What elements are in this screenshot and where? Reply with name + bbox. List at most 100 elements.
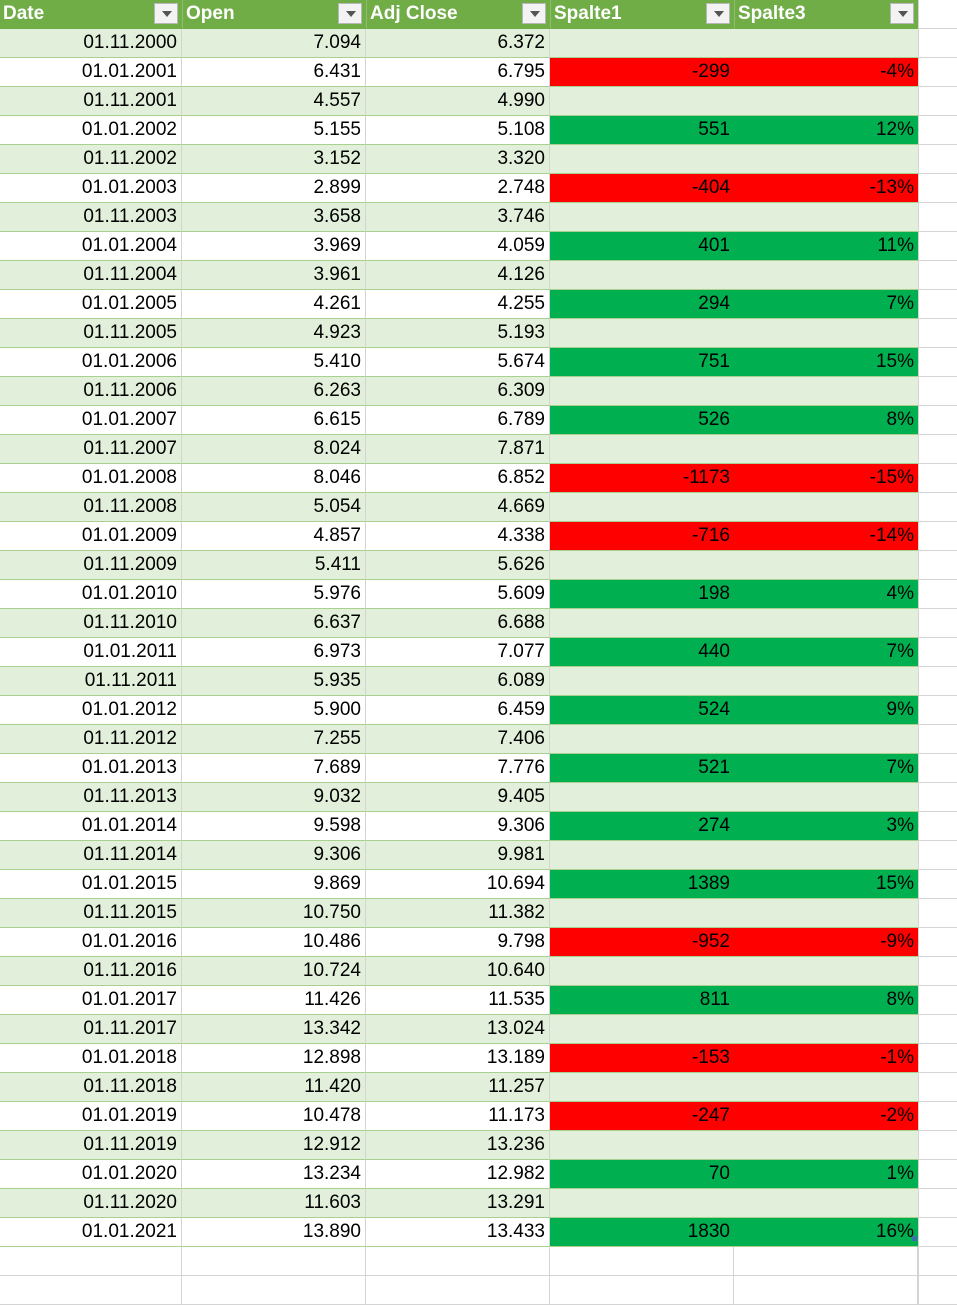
table-cell-spalte3[interactable]: 7% [734,290,918,319]
table-cell-open[interactable]: 10.750 [182,899,366,928]
table-cell-spalte3[interactable] [734,783,918,812]
sheet-cell-empty[interactable] [918,261,957,290]
table-cell-spalte1[interactable] [550,1015,734,1044]
table-cell-adj_close[interactable]: 6.089 [366,667,550,696]
filter-dropdown-button[interactable] [338,3,362,24]
table-cell-spalte3[interactable]: 11% [734,232,918,261]
sheet-cell-empty[interactable] [918,348,957,377]
table-cell-date[interactable]: 01.01.2001 [0,58,182,87]
table-cell-spalte1[interactable] [550,29,734,58]
table-cell-open[interactable]: 4.923 [182,319,366,348]
filter-dropdown-button[interactable] [706,3,730,24]
table-cell-date[interactable]: 01.01.2003 [0,174,182,203]
table-cell-spalte3[interactable] [734,609,918,638]
table-cell-spalte3[interactable] [734,1073,918,1102]
filter-dropdown-button[interactable] [154,3,178,24]
table-cell-spalte3[interactable] [734,957,918,986]
table-cell-spalte3[interactable] [734,377,918,406]
table-cell-spalte3[interactable]: -4% [734,58,918,87]
table-cell-adj_close[interactable]: 5.609 [366,580,550,609]
table-cell-open[interactable]: 13.234 [182,1160,366,1189]
sheet-cell-empty[interactable] [918,1044,957,1073]
table-cell-date[interactable]: 01.01.2020 [0,1160,182,1189]
table-cell-date[interactable]: 01.01.2016 [0,928,182,957]
table-cell-date[interactable]: 01.11.2014 [0,841,182,870]
table-cell-date[interactable]: 01.11.2003 [0,203,182,232]
table-cell-open[interactable]: 12.898 [182,1044,366,1073]
sheet-cell-empty[interactable] [366,1247,550,1276]
sheet-cell-empty[interactable] [918,870,957,899]
table-cell-spalte1[interactable] [550,493,734,522]
sheet-cell-empty[interactable] [918,406,957,435]
table-cell-spalte3[interactable] [734,203,918,232]
table-cell-spalte1[interactable]: -299 [550,58,734,87]
table-cell-open[interactable]: 4.857 [182,522,366,551]
table-cell-adj_close[interactable]: 7.077 [366,638,550,667]
table-cell-spalte3[interactable] [734,1015,918,1044]
table-cell-spalte1[interactable]: 1389 [550,870,734,899]
sheet-cell-empty[interactable] [918,87,957,116]
table-cell-adj_close[interactable]: 11.173 [366,1102,550,1131]
sheet-cell-empty[interactable] [918,667,957,696]
sheet-cell-empty[interactable] [550,1247,734,1276]
table-cell-spalte1[interactable]: -404 [550,174,734,203]
table-cell-adj_close[interactable]: 9.405 [366,783,550,812]
table-cell-spalte3[interactable]: 4% [734,580,918,609]
table-cell-open[interactable]: 9.869 [182,870,366,899]
sheet-cell-empty[interactable] [918,116,957,145]
sheet-cell-empty[interactable] [918,1189,957,1218]
table-cell-adj_close[interactable]: 9.798 [366,928,550,957]
table-cell-spalte1[interactable]: 70 [550,1160,734,1189]
table-cell-date[interactable]: 01.01.2017 [0,986,182,1015]
table-cell-date[interactable]: 01.01.2013 [0,754,182,783]
sheet-cell-empty[interactable] [918,928,957,957]
table-cell-spalte3[interactable] [734,435,918,464]
table-cell-spalte1[interactable] [550,435,734,464]
table-cell-adj_close[interactable]: 7.871 [366,435,550,464]
sheet-cell-empty[interactable] [0,1276,182,1305]
table-cell-date[interactable]: 01.11.2013 [0,783,182,812]
table-cell-open[interactable]: 2.899 [182,174,366,203]
table-cell-spalte3[interactable] [734,1131,918,1160]
table-cell-adj_close[interactable]: 7.776 [366,754,550,783]
table-cell-spalte1[interactable] [550,609,734,638]
sheet-cell-empty[interactable] [550,1276,734,1305]
table-cell-date[interactable]: 01.01.2015 [0,870,182,899]
table-cell-date[interactable]: 01.11.2011 [0,667,182,696]
sheet-cell-empty[interactable] [918,29,957,58]
table-cell-spalte1[interactable]: 294 [550,290,734,319]
table-cell-open[interactable]: 5.976 [182,580,366,609]
table-cell-spalte1[interactable] [550,957,734,986]
table-cell-adj_close[interactable]: 13.291 [366,1189,550,1218]
table-cell-date[interactable]: 01.01.2006 [0,348,182,377]
table-cell-spalte1[interactable] [550,203,734,232]
table-cell-spalte3[interactable]: 1% [734,1160,918,1189]
table-cell-spalte3[interactable]: 7% [734,638,918,667]
table-cell-date[interactable]: 01.11.2002 [0,145,182,174]
table-cell-date[interactable]: 01.01.2010 [0,580,182,609]
table-cell-date[interactable]: 01.01.2008 [0,464,182,493]
table-cell-spalte1[interactable] [550,1189,734,1218]
table-cell-date[interactable]: 01.01.2004 [0,232,182,261]
table-cell-spalte3[interactable]: 7% [734,754,918,783]
table-cell-open[interactable]: 13.342 [182,1015,366,1044]
table-cell-spalte3[interactable]: 12% [734,116,918,145]
table-cell-date[interactable]: 01.01.2012 [0,696,182,725]
table-cell-adj_close[interactable]: 11.535 [366,986,550,1015]
table-cell-spalte3[interactable] [734,493,918,522]
table-cell-open[interactable]: 3.658 [182,203,366,232]
table-cell-spalte1[interactable] [550,841,734,870]
table-cell-spalte1[interactable] [550,783,734,812]
table-cell-adj_close[interactable]: 13.236 [366,1131,550,1160]
sheet-cell-empty[interactable] [918,696,957,725]
table-cell-open[interactable]: 8.024 [182,435,366,464]
table-cell-spalte1[interactable]: 440 [550,638,734,667]
sheet-cell-empty[interactable] [918,0,957,29]
table-cell-spalte3[interactable]: 8% [734,406,918,435]
table-cell-spalte3[interactable] [734,725,918,754]
table-cell-open[interactable]: 5.900 [182,696,366,725]
sheet-cell-empty[interactable] [918,609,957,638]
table-cell-date[interactable]: 01.11.2016 [0,957,182,986]
table-cell-date[interactable]: 01.01.2011 [0,638,182,667]
table-cell-adj_close[interactable]: 4.669 [366,493,550,522]
